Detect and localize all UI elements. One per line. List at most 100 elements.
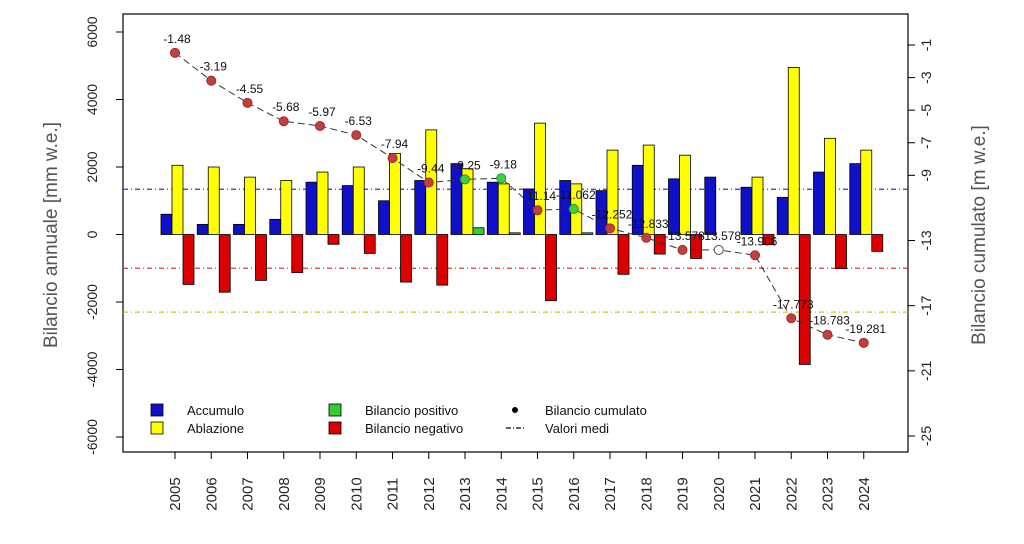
bar-accumulo	[305, 181, 318, 235]
y2-tick-label: -7	[918, 136, 934, 149]
cumulative-data-label: -5.68	[272, 100, 300, 114]
cumulative-data-label: -6.53	[345, 114, 373, 128]
bar-accumulo	[341, 185, 354, 235]
bar-accumulo	[233, 223, 245, 235]
bar-ablazione	[244, 176, 256, 235]
bar-accumulo	[160, 213, 173, 235]
y-tick-label: 2000	[84, 151, 100, 182]
cumulative-point	[605, 223, 615, 234]
cumulative-point	[278, 116, 289, 127]
cumulative-point	[568, 203, 579, 214]
cumulative-data-label: -1.48	[163, 32, 191, 46]
legend-label: Ablazione	[187, 421, 244, 436]
cumulative-data-label: -9.25	[453, 158, 481, 172]
cumulative-data-label: -7.94	[381, 137, 409, 151]
x-tick-label: 2008	[276, 477, 293, 510]
cumulative-data-label: -11.14	[523, 189, 556, 203]
bar-ablazione	[280, 180, 293, 235]
bar-accumulo	[849, 163, 862, 235]
x-tick-label: 2005	[167, 477, 184, 510]
x-tick-label: 2024	[856, 477, 873, 510]
cumulative-point	[677, 244, 688, 255]
x-tick-label: 2013	[457, 477, 474, 510]
bar-bilancio-positivo	[472, 227, 485, 235]
cumulative-data-label: -5.97	[308, 105, 336, 119]
bar-bilancio-negativo	[871, 234, 884, 252]
bar-ablazione	[461, 168, 474, 235]
bar-accumulo	[813, 171, 825, 235]
cumulative-point	[170, 47, 180, 58]
bar-ablazione	[860, 149, 873, 235]
x-tick-label: 2015	[530, 477, 547, 510]
x-tick-label: 2019	[675, 477, 692, 510]
y2-tick-label: -25	[918, 426, 934, 446]
y-tick-label: 4000	[84, 84, 100, 115]
cumulative-point	[713, 244, 724, 255]
bar-ablazione	[389, 153, 401, 235]
cumulative-data-label: -11.062	[556, 188, 596, 202]
plot-frame	[122, 13, 909, 453]
bar-ablazione	[316, 171, 329, 235]
y-tick-label: 6000	[84, 16, 100, 47]
cumulative-data-label: -9.44	[417, 162, 445, 176]
cumulative-point	[315, 120, 325, 131]
bar-accumulo	[668, 178, 680, 235]
x-tick-label: 2023	[820, 477, 837, 510]
x-tick-label: 2014	[493, 477, 510, 510]
bar-bilancio-negativo	[400, 234, 412, 283]
cumulative-point	[641, 232, 652, 243]
x-tick-label: 2018	[638, 477, 655, 510]
cumulative-point	[460, 174, 470, 185]
cumulative-line	[174, 52, 864, 344]
cumulative-point	[858, 337, 869, 348]
legend-label: Bilancio positivo	[365, 403, 458, 418]
legend-swatch	[328, 403, 342, 417]
cumulative-data-label: -3.19	[200, 60, 228, 74]
legend-label: Valori medi	[545, 421, 609, 436]
cumulative-data-label: -17.773	[773, 297, 814, 311]
y2-tick-label: -9	[918, 169, 934, 182]
bar-ablazione	[171, 164, 184, 235]
bar-accumulo	[740, 186, 753, 235]
y-tick-label: -4000	[84, 351, 100, 387]
legend-swatch	[328, 421, 342, 435]
y2-axis-title: Bilancio cumulato [m w.e.]	[969, 125, 990, 345]
y2-tick-label: -13	[918, 230, 934, 250]
x-tick-label: 2022	[783, 477, 800, 510]
cumulative-data-label: -12.833	[628, 217, 669, 231]
bar-bilancio-negativo	[327, 234, 340, 245]
cumulative-data-label: -9.18	[490, 157, 518, 171]
cumulative-point	[387, 153, 398, 164]
bar-bilancio-negativo	[291, 234, 304, 274]
bar-ablazione	[352, 166, 365, 235]
bar-ablazione	[824, 137, 836, 235]
bar-bilancio-negativo	[436, 234, 449, 286]
bar-bilancio-negativo	[363, 234, 376, 254]
y2-tick-label: -3	[918, 71, 934, 84]
bar-accumulo	[450, 163, 463, 235]
y2-tick-label: -17	[918, 295, 934, 315]
cumulative-point	[206, 75, 217, 86]
x-tick-label: 2009	[312, 477, 329, 510]
x-tick-label: 2012	[421, 477, 438, 510]
cumulative-data-label: -13.578	[700, 229, 741, 243]
cumulative-point	[532, 205, 543, 216]
bar-bilancio-negativo	[690, 234, 702, 259]
bar-accumulo	[414, 180, 427, 235]
bar-bilancio-positivo	[581, 232, 594, 235]
x-tick-label: 2007	[240, 477, 257, 510]
y-tick-label: -2000	[84, 284, 100, 320]
y2-tick-label: -5	[918, 104, 934, 117]
legend-swatch	[150, 421, 164, 435]
bar-ablazione	[207, 166, 220, 235]
bar-bilancio-positivo	[508, 232, 521, 235]
bar-bilancio-negativo	[255, 234, 267, 281]
cumulative-point	[351, 130, 362, 141]
y2-tick-label: -1	[918, 39, 934, 52]
cumulative-data-label: -18.783	[809, 314, 850, 328]
x-tick-label: 2011	[385, 478, 402, 510]
bar-bilancio-negativo	[218, 234, 231, 293]
x-tick-label: 2017	[602, 477, 619, 510]
bar-ablazione	[787, 67, 800, 235]
